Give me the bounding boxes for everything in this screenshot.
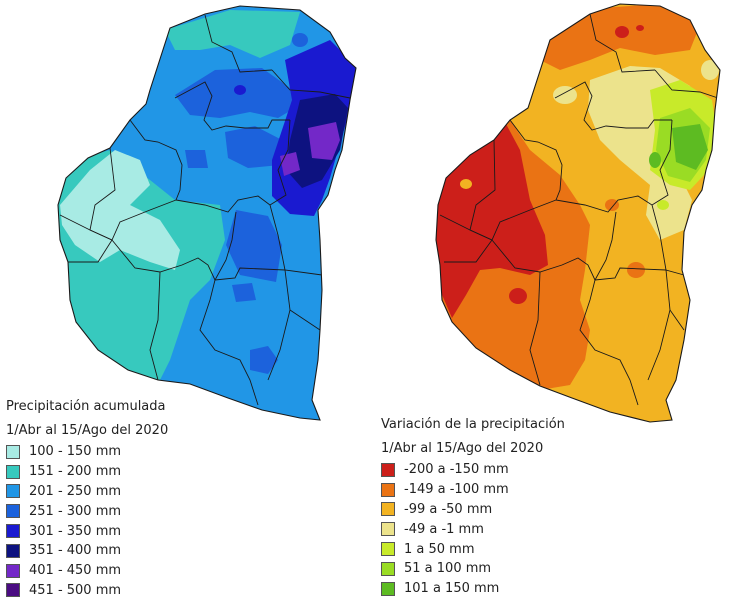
legend-swatch xyxy=(6,504,20,519)
legend-item: 100 - 150 mm xyxy=(6,442,168,462)
legend-swatch xyxy=(6,583,20,598)
legend-title: Precipitación acumulada xyxy=(6,399,166,414)
legend-swatch xyxy=(381,561,395,576)
legend-label: -49 a -1 mm xyxy=(404,521,484,537)
legend-period: 1/Abr al 15/Ago del 2020 xyxy=(6,423,169,438)
legend-rows: -200 a -150 mm -149 a -100 mm -99 a -50 mm… xyxy=(381,460,565,599)
legend-label: -99 a -50 mm xyxy=(404,501,493,517)
legend-item: -99 a -50 mm xyxy=(381,500,565,520)
legend-item: 101 a 150 mm xyxy=(381,579,565,599)
accumulated-legend: Precipitación acumulada 1/Abr al 15/Ago … xyxy=(6,399,168,600)
legend-swatch xyxy=(381,542,395,557)
legend-swatch xyxy=(6,484,20,499)
legend-rows: 100 - 150 mm 151 - 200 mm 201 - 250 mm 251 … xyxy=(6,442,168,600)
legend-item: -149 a -100 mm xyxy=(381,480,565,500)
legend-label: 100 - 150 mm xyxy=(29,444,122,460)
legend-item: -49 a -1 mm xyxy=(381,519,565,539)
legend-label: 151 - 200 mm xyxy=(29,464,122,480)
legend-label: 51 a 100 mm xyxy=(404,561,492,577)
legend-item: 351 - 400 mm xyxy=(6,541,168,561)
legend-swatch xyxy=(6,524,20,539)
legend-item: 301 - 350 mm xyxy=(6,521,168,541)
legend-item: 151 - 200 mm xyxy=(6,462,168,482)
legend-label: -149 a -100 mm xyxy=(404,482,509,498)
legend-label: 401 - 450 mm xyxy=(29,563,122,579)
legend-swatch xyxy=(6,563,20,578)
legend-period: 1/Abr al 15/Ago del 2020 xyxy=(381,441,544,456)
legend-label: 201 - 250 mm xyxy=(29,483,122,499)
legend-swatch xyxy=(381,581,395,596)
legend-swatch xyxy=(6,464,20,479)
legend-swatch xyxy=(381,462,395,477)
legend-item: 251 - 300 mm xyxy=(6,501,168,521)
legend-label: 451 - 500 mm xyxy=(29,582,122,598)
legend-label: 351 - 400 mm xyxy=(29,543,122,559)
variation-legend: Variación de la precipitación 1/Abr al 1… xyxy=(381,417,565,599)
legend-label: 101 a 150 mm xyxy=(404,581,500,597)
legend-item: 1 a 50 mm xyxy=(381,539,565,559)
legend-label: -200 a -150 mm xyxy=(404,462,509,478)
legend-label: 251 - 300 mm xyxy=(29,503,122,519)
legend-item: 201 - 250 mm xyxy=(6,482,168,502)
legend-swatch xyxy=(381,502,395,517)
legend-item: 51 a 100 mm xyxy=(381,559,565,579)
legend-swatch xyxy=(381,482,395,497)
legend-item: 451 - 500 mm xyxy=(6,581,168,600)
precipitation-variation-map xyxy=(435,3,721,423)
legend-item: 401 - 450 mm xyxy=(6,561,168,581)
legend-title: Variación de la precipitación xyxy=(381,417,565,432)
legend-swatch xyxy=(381,522,395,537)
legend-swatch xyxy=(6,543,20,558)
legend-label: 301 - 350 mm xyxy=(29,523,122,539)
legend-swatch xyxy=(6,444,20,459)
legend-item: -200 a -150 mm xyxy=(381,460,565,480)
accumulated-precipitation-map xyxy=(57,5,357,421)
legend-label: 1 a 50 mm xyxy=(404,541,475,557)
